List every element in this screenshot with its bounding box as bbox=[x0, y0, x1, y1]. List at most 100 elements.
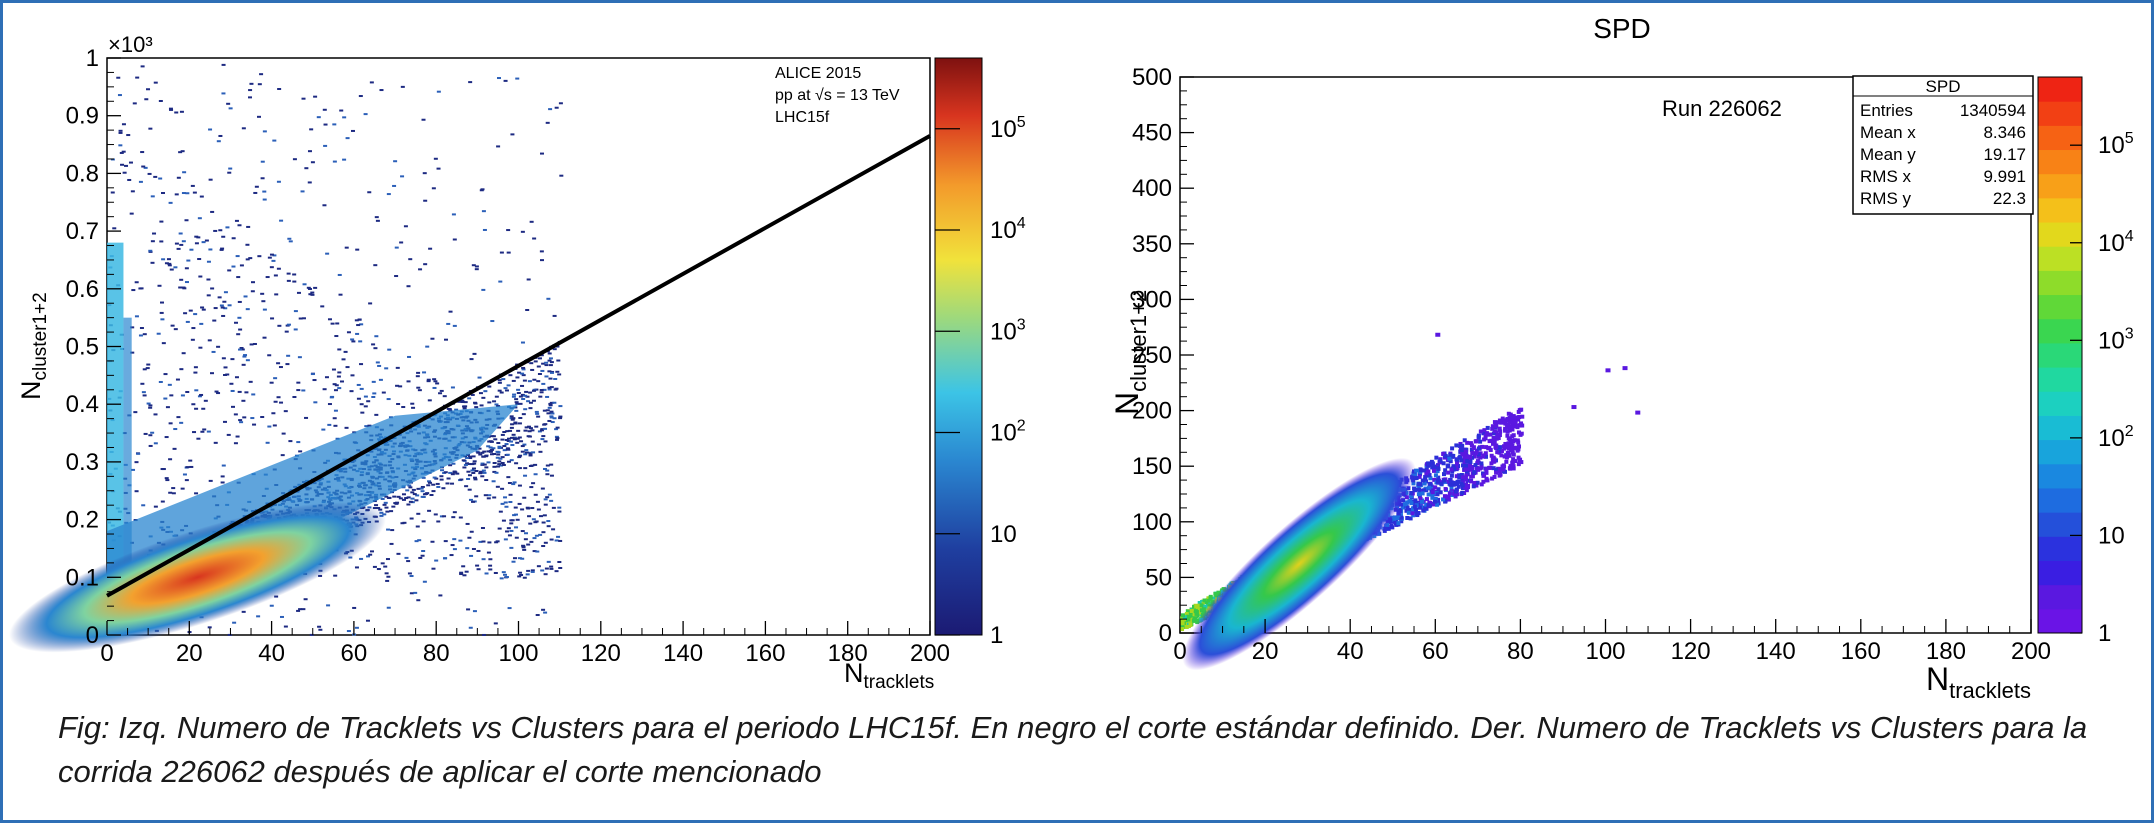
density-cell bbox=[548, 108, 553, 111]
density-cell bbox=[168, 422, 173, 425]
density-cell bbox=[219, 248, 224, 251]
density-cell bbox=[472, 610, 477, 613]
density-cell bbox=[1502, 454, 1507, 459]
density-cell bbox=[296, 389, 301, 392]
colorbar-band bbox=[2038, 270, 2082, 296]
colorbar-band bbox=[2038, 149, 2082, 175]
density-cell bbox=[383, 501, 388, 504]
density-cell bbox=[1492, 420, 1497, 425]
density-cell bbox=[497, 389, 502, 392]
density-cell bbox=[1485, 425, 1490, 430]
density-cell bbox=[298, 317, 303, 320]
density-cell bbox=[384, 572, 389, 575]
density-cell bbox=[554, 428, 559, 431]
density-cell bbox=[503, 501, 508, 504]
density-cell bbox=[545, 395, 550, 398]
density-cell bbox=[544, 361, 549, 364]
density-cell bbox=[405, 489, 410, 492]
y-tick-label: 0.6 bbox=[66, 276, 99, 303]
colorbar-label: 103 bbox=[990, 316, 1026, 345]
density-cell bbox=[475, 450, 480, 453]
density-cell bbox=[256, 615, 261, 618]
density-cell bbox=[218, 229, 223, 232]
density-cell bbox=[1430, 487, 1435, 492]
density-cell bbox=[148, 434, 153, 437]
density-cell bbox=[1518, 432, 1523, 437]
density-cell bbox=[557, 373, 562, 376]
density-cell bbox=[536, 380, 541, 383]
density-cell bbox=[225, 373, 230, 376]
density-cell bbox=[1454, 474, 1459, 479]
density-cell bbox=[488, 449, 493, 452]
density-cell bbox=[1520, 423, 1525, 428]
density-cell bbox=[549, 463, 554, 466]
density-cell bbox=[1433, 485, 1438, 490]
density-cell bbox=[185, 320, 190, 323]
density-cell bbox=[1510, 460, 1515, 465]
colorbar-band bbox=[2038, 463, 2082, 489]
density-cell bbox=[540, 438, 545, 441]
density-cell bbox=[522, 576, 527, 579]
density-cell bbox=[159, 220, 164, 223]
density-cell bbox=[223, 373, 228, 376]
density-cell bbox=[1468, 441, 1473, 446]
density-cell bbox=[539, 354, 544, 357]
density-cell bbox=[541, 545, 546, 548]
density-cell bbox=[467, 536, 472, 539]
density-cell bbox=[480, 451, 485, 454]
density-cell bbox=[1476, 452, 1481, 457]
density-cell bbox=[427, 480, 432, 483]
density-cell bbox=[542, 514, 547, 517]
density-cell bbox=[400, 522, 405, 525]
density-cell bbox=[1465, 440, 1470, 445]
density-cell bbox=[1472, 480, 1477, 485]
density-cell bbox=[173, 266, 178, 269]
density-cell bbox=[529, 486, 534, 489]
density-cell bbox=[484, 466, 489, 469]
density-cell bbox=[325, 252, 330, 255]
density-cell bbox=[510, 444, 515, 447]
density-cell bbox=[414, 499, 419, 502]
density-cell bbox=[452, 511, 457, 514]
y-tick-label: 0 bbox=[1159, 620, 1172, 647]
density-cell bbox=[389, 542, 394, 545]
density-cell bbox=[381, 391, 386, 394]
density-cell bbox=[374, 335, 379, 338]
density-cell bbox=[146, 88, 151, 91]
density-cell bbox=[1479, 461, 1484, 466]
density-cell bbox=[160, 301, 165, 304]
density-cell bbox=[463, 401, 468, 404]
density-cell bbox=[269, 266, 274, 269]
density-cell bbox=[472, 462, 477, 465]
density-cell bbox=[273, 377, 278, 380]
density-cell bbox=[259, 73, 264, 76]
colorbar-band bbox=[2038, 512, 2082, 537]
density-cell bbox=[385, 558, 390, 561]
annotation-energy: pp at √s = 13 TeV bbox=[775, 87, 900, 104]
density-cell bbox=[1419, 468, 1424, 473]
density-cell bbox=[172, 447, 177, 450]
density-cell bbox=[535, 412, 540, 415]
density-cell bbox=[216, 392, 221, 395]
density-cell bbox=[278, 366, 283, 369]
density-cell bbox=[286, 323, 291, 326]
density-cell bbox=[422, 580, 427, 583]
density-cell bbox=[262, 190, 267, 193]
density-cell bbox=[502, 449, 507, 452]
density-cell bbox=[402, 521, 407, 524]
density-cell bbox=[511, 379, 516, 382]
y-tick-label: 450 bbox=[1132, 120, 1172, 147]
density-cell bbox=[169, 394, 174, 397]
density-cell bbox=[252, 342, 257, 345]
density-cell bbox=[389, 510, 394, 513]
density-cell bbox=[1395, 516, 1400, 521]
density-cell bbox=[292, 158, 297, 161]
density-cell bbox=[167, 383, 172, 386]
density-core bbox=[9, 502, 386, 653]
density-cell bbox=[471, 467, 476, 470]
density-cell bbox=[1516, 455, 1521, 460]
density-cell bbox=[296, 291, 301, 294]
density-cell bbox=[332, 160, 337, 163]
density-cell bbox=[1199, 603, 1204, 608]
density-cell bbox=[1515, 425, 1520, 430]
